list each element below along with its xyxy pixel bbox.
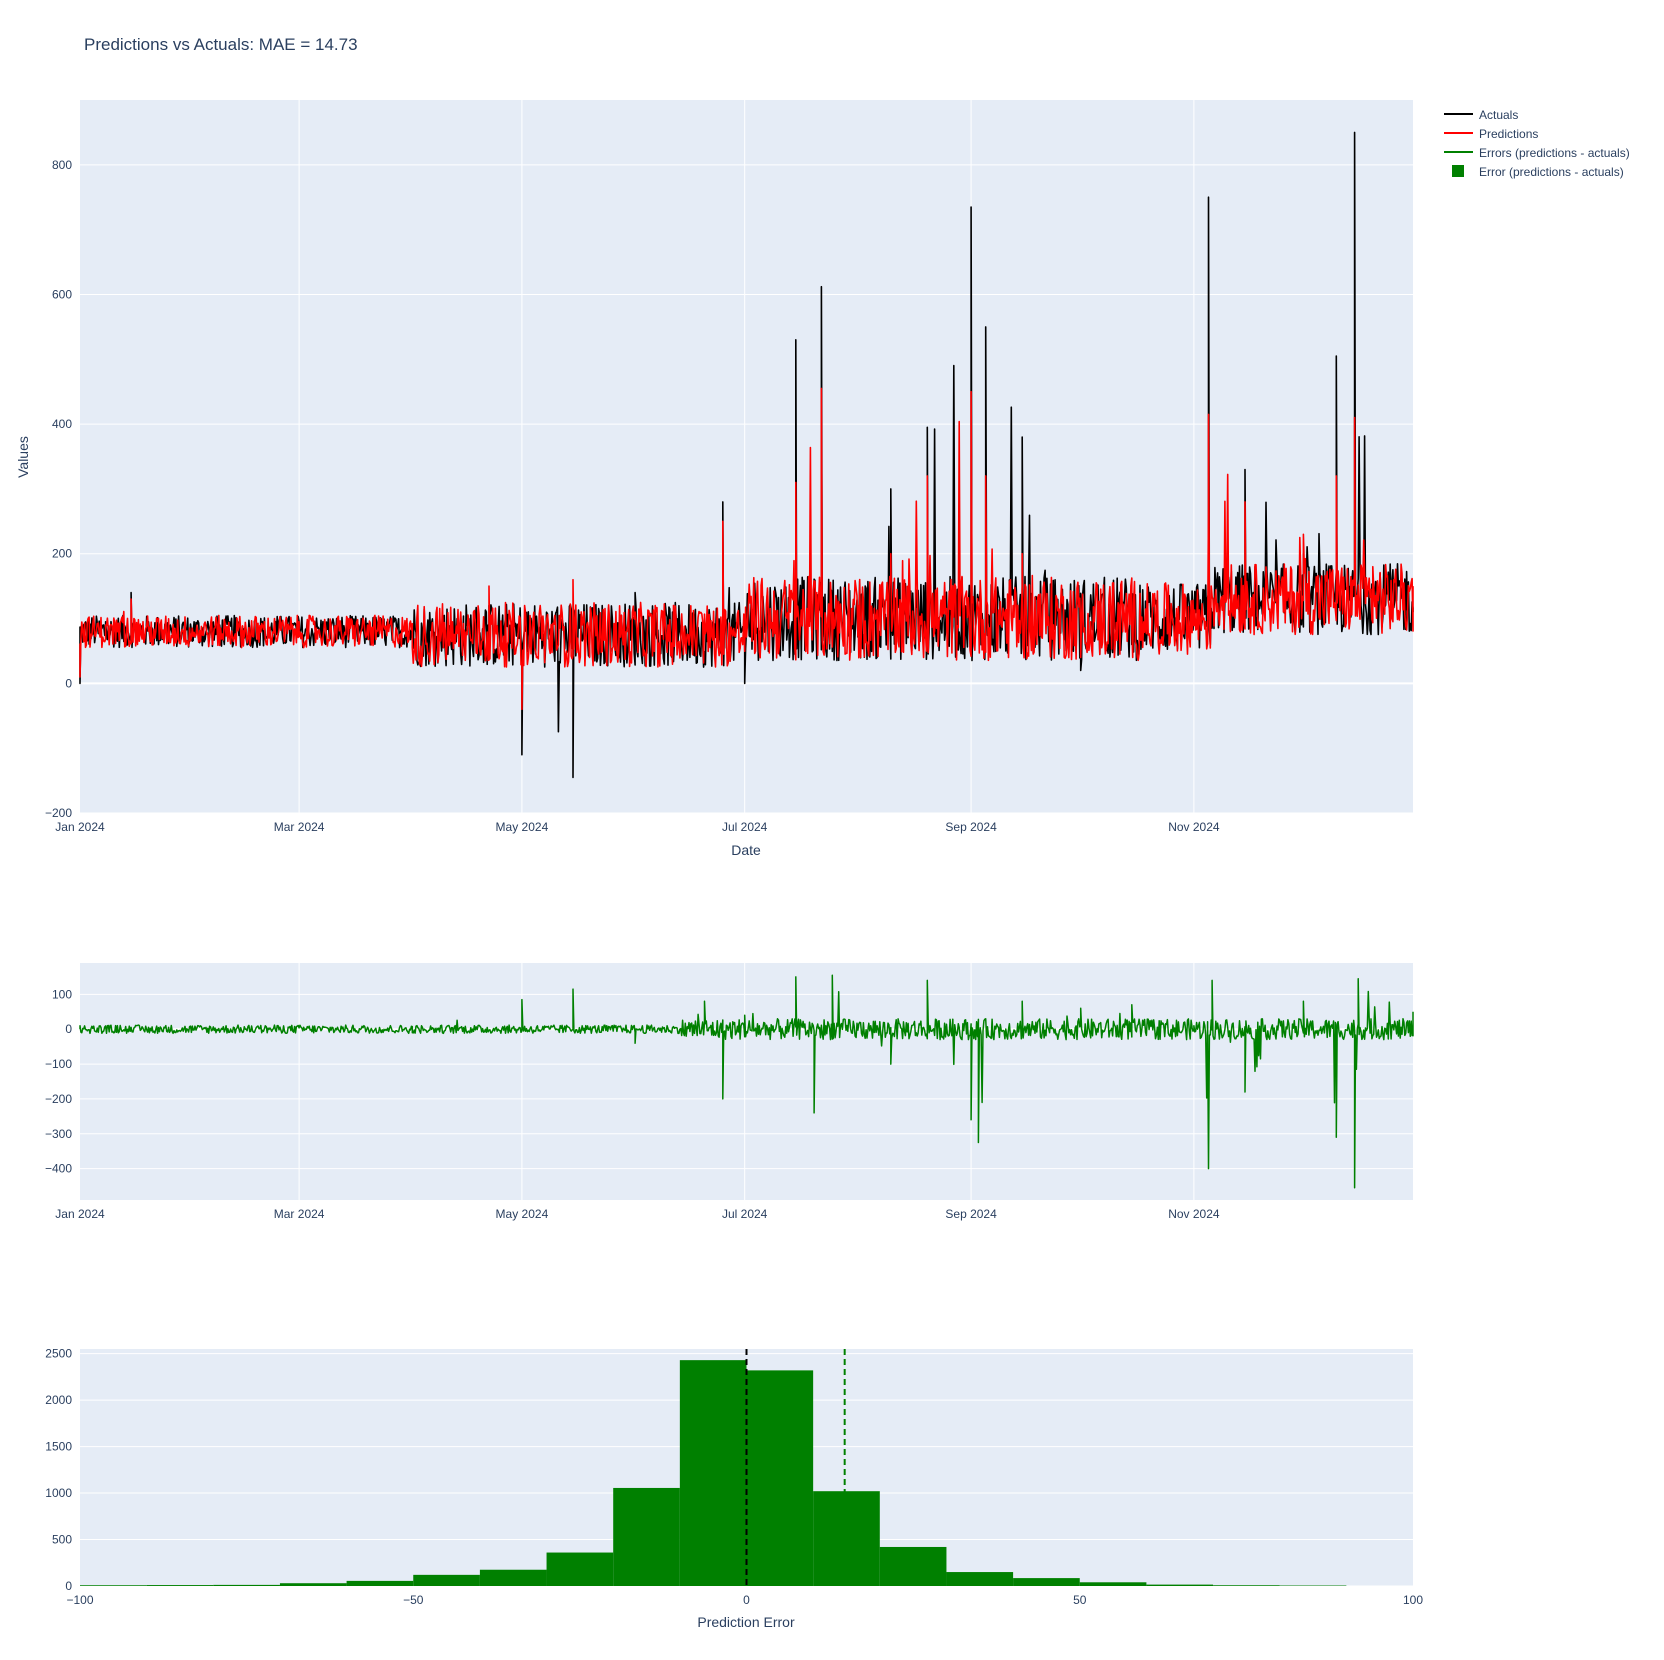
histogram-bar[interactable]	[1213, 1585, 1280, 1586]
legend-item-actuals[interactable]: Actuals	[1444, 108, 1518, 122]
x-tick-label: Sep 2024	[945, 820, 997, 834]
histogram-bar[interactable]	[546, 1552, 614, 1586]
histogram-bar[interactable]	[746, 1370, 814, 1586]
legend-label: Predictions	[1479, 127, 1538, 141]
x-tick-label: −100	[66, 1593, 93, 1607]
x-tick-label: Mar 2024	[274, 820, 325, 834]
y-tick-label: 0	[65, 1579, 72, 1593]
y-ticks-errors: −400 −300 −200 −100 0 100	[45, 987, 72, 1175]
panel-histogram: −100 −50 0 50 100 0 500 1000 1500 2000 2500 Predi…	[45, 1347, 1423, 1630]
y-ticks-histogram: 0 500 1000 1500 2000 2500	[45, 1347, 72, 1593]
y-tick-label: 200	[52, 547, 72, 561]
x-tick-label: Mar 2024	[274, 1207, 325, 1221]
histogram-bar[interactable]	[946, 1572, 1014, 1586]
y-tick-label: 600	[52, 287, 72, 301]
legend-item-errors-histogram[interactable]: Error (predictions - actuals)	[1452, 165, 1624, 179]
legend-square-icon	[1452, 165, 1464, 177]
histogram-bar[interactable]	[346, 1580, 414, 1586]
legend-label: Actuals	[1479, 108, 1518, 122]
y-tick-label: −100	[45, 1057, 72, 1071]
legend-item-errors-line[interactable]: Errors (predictions - actuals)	[1444, 146, 1630, 160]
y-ticks-main: −200 0 200 400 600 800	[45, 158, 72, 820]
y-tick-label: 400	[52, 417, 72, 431]
x-tick-label: Nov 2024	[1168, 820, 1220, 834]
panel-errors: Jan 2024 Mar 2024 May 2024 Jul 2024 Sep 2024…	[45, 963, 1414, 1221]
histogram-bar[interactable]	[80, 1585, 147, 1586]
y-tick-label: 500	[52, 1533, 72, 1547]
legend-item-predictions[interactable]: Predictions	[1444, 127, 1538, 141]
histogram-bar[interactable]	[213, 1584, 280, 1586]
x-axis-title-main: Date	[731, 842, 761, 858]
x-ticks-main: Jan 2024 Mar 2024 May 2024 Jul 2024 Sep 2024…	[55, 820, 1220, 834]
x-tick-label: Jan 2024	[55, 820, 105, 834]
y-tick-label: 1500	[45, 1440, 72, 1454]
y-tick-label: 800	[52, 158, 72, 172]
x-tick-label: Jul 2024	[722, 1207, 768, 1221]
series-errors	[79, 974, 1414, 1189]
histogram-bar[interactable]	[1013, 1578, 1080, 1586]
panel-main: Jan 2024 Mar 2024 May 2024 Jul 2024 Sep 2024…	[15, 100, 1414, 858]
y-tick-label: −200	[45, 806, 72, 820]
plot-area-main[interactable]	[80, 100, 1413, 813]
y-tick-label: 2500	[45, 1347, 72, 1361]
histogram-bar[interactable]	[1079, 1582, 1147, 1586]
legend-label: Error (predictions - actuals)	[1479, 165, 1624, 179]
x-tick-label: 0	[743, 1593, 750, 1607]
y-tick-label: −400	[45, 1162, 72, 1176]
x-ticks-histogram: −100 −50 0 50 100	[66, 1593, 1423, 1607]
chart-title: Predictions vs Actuals: MAE = 14.73	[84, 35, 358, 54]
series-line-predictions	[79, 387, 1414, 711]
grid-main	[80, 100, 1413, 814]
legend-label: Errors (predictions - actuals)	[1479, 146, 1630, 160]
plot-area-errors[interactable]	[80, 963, 1413, 1200]
grid-errors	[80, 963, 1413, 1200]
histogram-bar[interactable]	[1146, 1584, 1214, 1586]
x-tick-label: 100	[1403, 1593, 1423, 1607]
histogram-bar[interactable]	[879, 1546, 947, 1586]
histogram-bar[interactable]	[679, 1360, 747, 1586]
y-tick-label: 100	[52, 987, 72, 1001]
y-tick-label: 2000	[45, 1393, 72, 1407]
y-tick-label: 1000	[45, 1486, 72, 1500]
x-tick-label: −50	[403, 1593, 424, 1607]
x-tick-label: May 2024	[496, 820, 549, 834]
histogram-bar[interactable]	[146, 1585, 214, 1586]
x-axis-title-histogram: Prediction Error	[697, 1614, 795, 1630]
histogram-bar[interactable]	[479, 1569, 547, 1586]
y-tick-label: −300	[45, 1127, 72, 1141]
y-tick-label: 0	[65, 1022, 72, 1036]
x-tick-label: Jul 2024	[722, 820, 768, 834]
y-axis-title-main: Values	[15, 436, 31, 478]
legend: Actuals Predictions Errors (predictions …	[1444, 108, 1630, 179]
x-tick-label: Nov 2024	[1168, 1207, 1220, 1221]
histogram-bar[interactable]	[613, 1487, 680, 1586]
histogram-bar[interactable]	[813, 1491, 880, 1586]
histogram-bars	[80, 1360, 1347, 1586]
histogram-bar[interactable]	[279, 1583, 347, 1586]
histogram-bar[interactable]	[413, 1574, 480, 1586]
series-line-errors	[79, 974, 1414, 1189]
x-tick-label: Jan 2024	[55, 1207, 105, 1221]
x-ticks-errors: Jan 2024 Mar 2024 May 2024 Jul 2024 Sep 2024…	[55, 1207, 1220, 1221]
x-tick-label: 50	[1073, 1593, 1087, 1607]
y-tick-label: 0	[65, 676, 72, 690]
x-tick-label: Sep 2024	[945, 1207, 997, 1221]
y-tick-label: −200	[45, 1092, 72, 1106]
x-tick-label: May 2024	[496, 1207, 549, 1221]
series-main	[79, 131, 1414, 779]
